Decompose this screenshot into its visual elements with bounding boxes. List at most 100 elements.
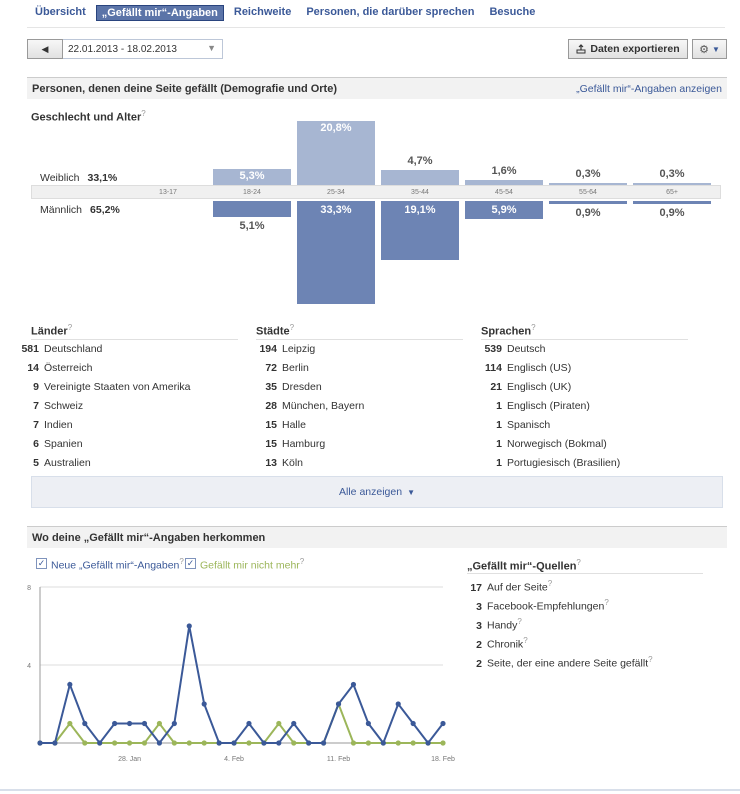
row-label: Englisch (US) bbox=[507, 362, 572, 374]
female-bar-65+[interactable] bbox=[633, 183, 711, 185]
country-row: 5 Australien bbox=[0, 457, 91, 469]
source-row: 3 Facebook-Empfehlungen? bbox=[466, 598, 609, 613]
nav-divider bbox=[27, 27, 725, 28]
country-row: 9 Vereinigte Staaten von Amerika bbox=[0, 381, 191, 393]
data-point bbox=[97, 740, 103, 746]
data-point bbox=[425, 740, 431, 746]
unlikes-checkbox[interactable]: ✓ bbox=[185, 558, 196, 569]
y-tick-label: 8 bbox=[27, 585, 31, 592]
settings-menu-button[interactable]: ⚙ ▼ bbox=[692, 39, 727, 59]
help-icon[interactable]: ? bbox=[141, 109, 146, 118]
female-bar-45-54[interactable] bbox=[465, 180, 543, 185]
help-icon[interactable]: ? bbox=[604, 598, 609, 607]
data-point bbox=[410, 740, 416, 746]
previous-period-button[interactable]: ◀ bbox=[27, 39, 63, 59]
source-row: 2 Chronik? bbox=[466, 636, 528, 651]
male-bar-45-54[interactable] bbox=[465, 201, 543, 220]
age-group-label: 65+ bbox=[666, 189, 678, 196]
divider bbox=[256, 339, 463, 340]
source-label: Seite, der eine andere Seite gefällt bbox=[487, 657, 649, 670]
male-bar-65+[interactable] bbox=[633, 201, 711, 204]
male-bar-25-34[interactable] bbox=[297, 201, 375, 305]
row-label: Norwegisch (Bokmal) bbox=[507, 438, 607, 450]
help-icon[interactable]: ? bbox=[67, 323, 73, 332]
divider bbox=[467, 573, 703, 574]
female-bar-35-44[interactable] bbox=[381, 170, 459, 185]
show-likes-link[interactable]: „Gefällt mir“-Angaben anzeigen bbox=[576, 83, 722, 95]
data-point bbox=[350, 681, 357, 688]
export-data-button[interactable]: Daten exportieren bbox=[568, 39, 688, 59]
data-point bbox=[335, 701, 342, 707]
row-label: Schweiz bbox=[44, 400, 84, 412]
left-arrow-icon: ◀ bbox=[41, 43, 49, 54]
help-icon[interactable]: ? bbox=[648, 655, 653, 664]
row-count: 35 bbox=[265, 381, 277, 393]
data-point bbox=[350, 740, 357, 746]
x-tick-label: 18. Feb bbox=[431, 756, 455, 763]
female-bar-55-64[interactable] bbox=[549, 183, 627, 185]
help-icon[interactable]: ? bbox=[289, 323, 295, 332]
data-point bbox=[291, 740, 297, 746]
age-axis bbox=[31, 185, 721, 199]
unlikes-legend: Gefällt mir nicht mehr? bbox=[200, 557, 305, 572]
row-label: Deutschland bbox=[44, 343, 103, 355]
help-icon[interactable]: ? bbox=[576, 558, 581, 567]
city-row: 72 Berlin bbox=[225, 362, 309, 374]
female-bar-18-24[interactable] bbox=[213, 168, 291, 185]
row-count: 1 bbox=[496, 419, 502, 431]
row-label: Deutsch bbox=[507, 343, 546, 355]
row-label: München, Bayern bbox=[282, 400, 365, 412]
chevron-down-icon: ▼ bbox=[207, 43, 216, 53]
tab-likes[interactable]: „Gefällt mir“-Angaben bbox=[95, 5, 224, 21]
x-tick-label: 28. Jan bbox=[118, 756, 141, 763]
female-bar-25-34[interactable] bbox=[297, 120, 375, 185]
source-row: 17 Auf der Seite? bbox=[466, 579, 552, 594]
data-point bbox=[126, 740, 133, 746]
help-icon[interactable]: ? bbox=[179, 557, 184, 566]
data-point bbox=[395, 701, 401, 707]
chevron-down-icon: ▼ bbox=[407, 487, 415, 497]
help-icon[interactable]: ? bbox=[517, 617, 522, 626]
row-count: 9 bbox=[33, 381, 39, 393]
source-count: 2 bbox=[476, 638, 482, 651]
data-point bbox=[216, 740, 222, 746]
data-point bbox=[261, 740, 267, 746]
tab-talking-about[interactable]: Personen, die darüber sprechen bbox=[306, 6, 475, 18]
male-bar-18-24[interactable] bbox=[213, 201, 291, 217]
export-label: Daten exportieren bbox=[590, 43, 680, 55]
row-label: Indien bbox=[44, 419, 73, 431]
data-point bbox=[231, 740, 237, 746]
row-label: Spanien bbox=[44, 438, 83, 450]
tab-reach[interactable]: Reichweite bbox=[233, 6, 292, 18]
tab-overview[interactable]: Übersicht bbox=[35, 6, 86, 18]
male-bar-55-64[interactable] bbox=[549, 201, 627, 204]
new-likes-checkbox[interactable]: ✓ bbox=[36, 558, 47, 569]
help-icon[interactable]: ? bbox=[523, 636, 528, 645]
data-point bbox=[320, 740, 327, 746]
row-count: 7 bbox=[33, 419, 39, 431]
help-icon[interactable]: ? bbox=[299, 557, 305, 566]
age-group-label: 13-17 bbox=[159, 189, 177, 196]
date-range-select[interactable]: 22.01.2013 - 18.02.2013 ▼ bbox=[63, 39, 223, 59]
row-count: 1 bbox=[496, 438, 502, 450]
source-count: 2 bbox=[476, 657, 482, 670]
export-icon bbox=[576, 44, 586, 54]
show-all-button[interactable]: Alle anzeigen ▼ bbox=[31, 476, 723, 508]
languages-title: Sprachen? bbox=[481, 323, 536, 338]
row-label: Portugiesisch (Brasilien) bbox=[507, 457, 621, 469]
row-count: 15 bbox=[265, 438, 277, 450]
female-value-label: 4,7% bbox=[407, 155, 433, 168]
row-label: Vereinigte Staaten von Amerika bbox=[44, 381, 191, 393]
age-group-label: 55-64 bbox=[579, 189, 597, 196]
data-point bbox=[246, 740, 252, 746]
data-point bbox=[52, 740, 58, 746]
male-bar-35-44[interactable] bbox=[381, 201, 459, 261]
help-icon[interactable]: ? bbox=[547, 579, 553, 588]
data-point bbox=[82, 720, 88, 727]
row-label: Australien bbox=[44, 457, 91, 469]
help-icon[interactable]: ? bbox=[531, 323, 536, 332]
age-group-label: 35-44 bbox=[411, 189, 429, 196]
tab-visits[interactable]: Besuche bbox=[489, 6, 536, 18]
male-value-label: 33,3% bbox=[320, 204, 352, 216]
row-count: 6 bbox=[33, 438, 39, 450]
